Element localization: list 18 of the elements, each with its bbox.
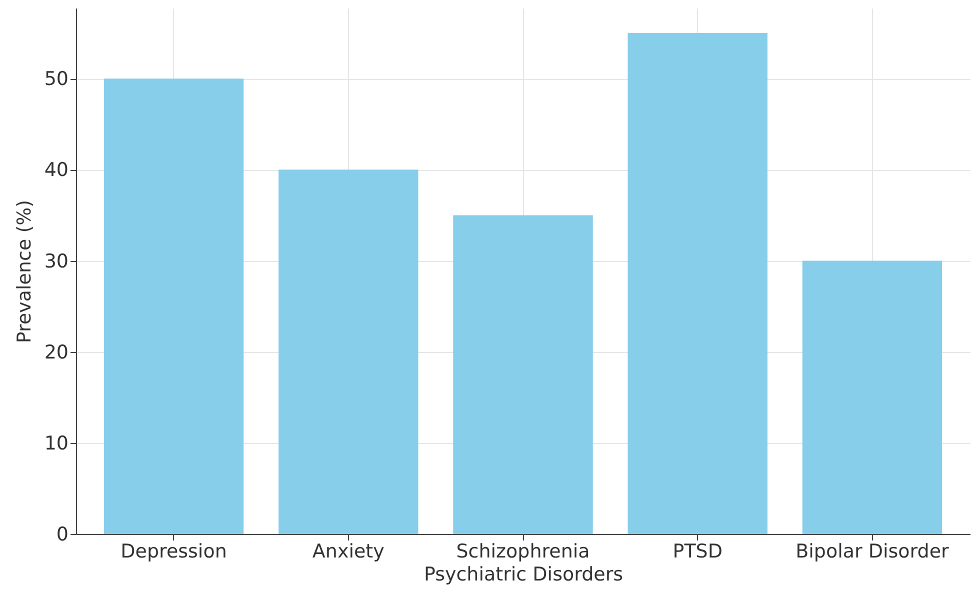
- bar: [628, 33, 768, 534]
- x-tick-label: Bipolar Disorder: [796, 540, 950, 562]
- y-tick-label: 10: [44, 432, 68, 454]
- bar: [802, 260, 942, 534]
- y-tick-label: 30: [44, 250, 68, 272]
- x-tick-label: Anxiety: [312, 540, 384, 562]
- y-tick-label: 20: [44, 341, 68, 364]
- y-tick-label: 0: [56, 524, 68, 546]
- x-tick-label: Depression: [120, 540, 227, 562]
- x-tick-label: Schizophrenia: [456, 540, 590, 562]
- x-axis-title: Psychiatric Disorders: [424, 564, 624, 586]
- y-tick-label: 50: [44, 68, 68, 90]
- bar: [453, 215, 593, 534]
- bar: [278, 170, 418, 534]
- y-tick-label: 40: [44, 159, 68, 182]
- x-tick-label: PTSD: [672, 540, 722, 562]
- y-axis-title: Prevalence (%): [13, 200, 36, 344]
- bar: [104, 78, 244, 534]
